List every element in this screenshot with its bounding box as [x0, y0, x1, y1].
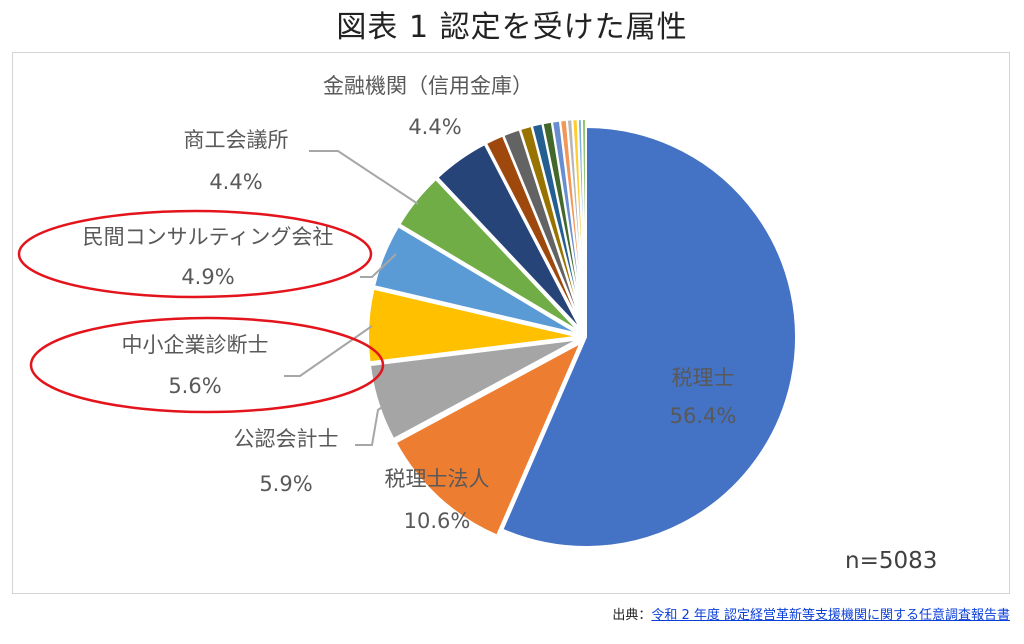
slice-value-1: 10.6% — [404, 509, 471, 533]
slice-label-6: 金融機関（信用金庫） — [323, 74, 533, 98]
pie-slice-6 — [435, 142, 583, 332]
pie-slice-17 — [580, 117, 587, 330]
pie-slice-4 — [372, 224, 580, 335]
slice-value-2: 5.9% — [259, 472, 312, 496]
slice-label-5: 商工会議所 — [184, 128, 289, 152]
slice-label-2: 公認会計士 — [234, 427, 339, 451]
leader-line-4 — [360, 253, 397, 278]
pie-slice-0 — [501, 125, 797, 548]
page-title: 図表 1 認定を受けた属性 — [336, 10, 688, 45]
highlight-ellipse-4 — [17, 209, 373, 299]
leader-line-5 — [309, 150, 419, 205]
slice-value-3: 5.6% — [168, 374, 221, 398]
source-note: 出典：令和 2 年度 認定経営革新等支援機関に関する任意調査報告書 — [612, 604, 1010, 623]
pie-slice-5 — [398, 177, 581, 333]
pie-slice-2 — [368, 338, 579, 441]
slice-label-1: 税理士法人 — [385, 467, 490, 491]
leader-line-3 — [284, 325, 373, 377]
pie-slice-3 — [367, 287, 579, 364]
slice-value-5: 4.4% — [209, 170, 262, 194]
slice-value-6: 4.4% — [408, 115, 461, 139]
sample-size-label: n=5083 — [845, 548, 938, 574]
highlight-ellipse-3 — [29, 316, 385, 414]
slice-label-3: 中小企業診断士 — [122, 333, 269, 357]
slice-label-4: 民間コンサルティング会社 — [83, 225, 334, 249]
slice-value-4: 4.9% — [181, 265, 234, 289]
pie-slice-1 — [394, 340, 583, 537]
slice-value-0: 56.4% — [670, 404, 737, 428]
chart-frame — [12, 52, 1010, 594]
slice-label-0: 税理士 — [672, 366, 735, 390]
source-prefix: 出典： — [612, 608, 652, 623]
source-link[interactable]: 令和 2 年度 認定経営革新等支援機関に関する任意調査報告書 — [651, 608, 1010, 623]
leader-line-2 — [355, 404, 386, 446]
